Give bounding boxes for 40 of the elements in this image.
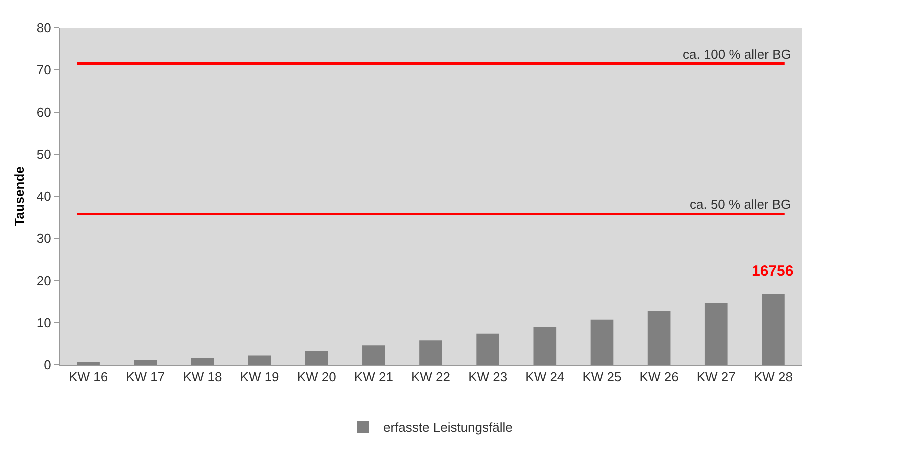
x-tick-label: KW 27 <box>696 370 736 385</box>
y-tick-label: 20 <box>36 273 52 288</box>
annotation: 16756 <box>752 263 794 280</box>
bar <box>77 362 100 365</box>
legend-label: erfasste Leistungsfälle <box>384 420 513 436</box>
x-tick-label: KW 19 <box>240 370 280 385</box>
bar <box>704 303 728 365</box>
y-tick-label: 40 <box>36 189 52 204</box>
bar <box>648 311 671 365</box>
x-tick-label: KW 22 <box>411 370 451 385</box>
y-tick-label: 50 <box>36 146 52 162</box>
y-tick-label: 0 <box>44 358 52 373</box>
bar <box>590 320 614 365</box>
x-tick-label: KW 16 <box>69 370 108 385</box>
x-tick-label: KW 25 <box>582 370 622 385</box>
bar <box>762 294 785 365</box>
y-tick-label: 30 <box>36 231 52 246</box>
x-tick-label: KW 17 <box>126 370 166 385</box>
bar <box>191 358 214 365</box>
bar <box>420 340 442 365</box>
x-tick-label: KW 24 <box>526 370 565 385</box>
ref-line-label: ca. 50 % aller BG <box>690 197 792 212</box>
bar <box>362 346 386 365</box>
x-tick-label: KW 21 <box>354 370 394 385</box>
x-tick-label: KW 28 <box>754 370 793 385</box>
bar <box>248 356 272 365</box>
bar <box>534 328 557 365</box>
y-axis-title: Tausende <box>12 166 27 226</box>
ref-line-label: ca. 100 % aller BG <box>683 47 792 62</box>
y-tick-label: 70 <box>36 62 52 78</box>
y-tick-label: 10 <box>36 315 52 330</box>
x-tick-label: KW 20 <box>297 370 336 385</box>
x-tick-label: KW 26 <box>640 370 679 385</box>
bar <box>476 334 500 365</box>
bar <box>134 360 158 365</box>
x-tick-label: KW 18 <box>183 370 222 385</box>
y-tick-label: 60 <box>36 104 52 120</box>
x-tick-label: KW 23 <box>468 370 508 385</box>
y-tick-label: 80 <box>36 20 52 36</box>
bar <box>305 351 328 365</box>
